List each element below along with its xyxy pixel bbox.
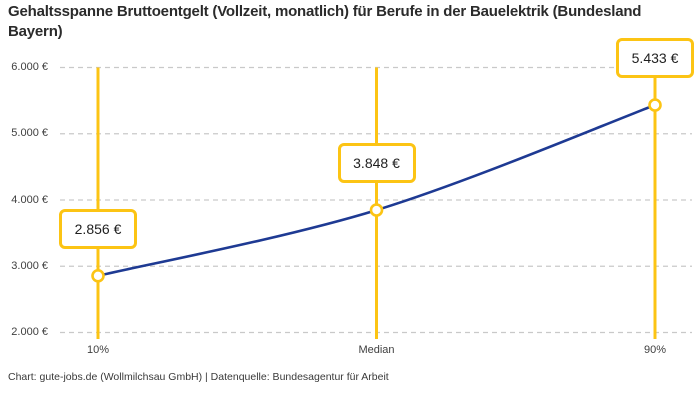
data-point-marker xyxy=(91,268,105,283)
data-point-marker xyxy=(648,98,662,112)
chart-source-caption: Chart: gute-jobs.de (Wollmilchsau GmbH) … xyxy=(8,371,389,383)
data-point-marker xyxy=(369,203,384,217)
y-axis-tick-label: 4.000 € xyxy=(11,193,48,206)
y-axis-tick-label: 3.000 € xyxy=(11,259,48,272)
x-axis-tick-label-10pct: 10% xyxy=(86,344,110,356)
y-axis-tick-label: 6.000 € xyxy=(11,61,48,73)
x-axis-tick-label-90pct: 90% xyxy=(643,344,667,356)
y-axis-tick-label: 2.000 € xyxy=(11,326,48,338)
y-axis-tick-label: 5.000 € xyxy=(11,127,48,140)
chart-title: Gehaltsspanne Bruttoentgelt (Vollzeit, m… xyxy=(8,3,642,40)
value-callout-median: 3.848 € xyxy=(337,143,416,184)
value-callout-10pct: 2.856 € xyxy=(59,208,137,249)
x-axis-tick-label-median: Median xyxy=(358,344,395,356)
value-callout-90pct: 5.433 € xyxy=(616,38,694,79)
